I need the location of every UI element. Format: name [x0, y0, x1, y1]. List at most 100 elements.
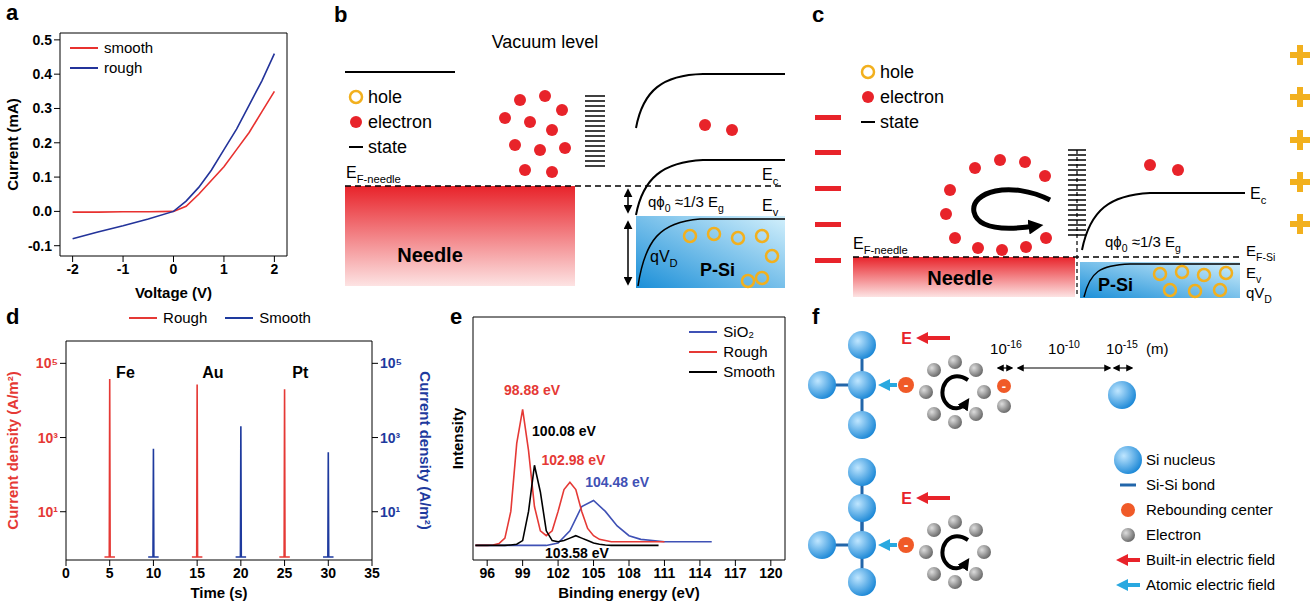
svg-text:e: e: [450, 304, 462, 329]
svg-text:Ev: Ev: [1246, 264, 1262, 285]
svg-text:2: 2: [270, 261, 278, 277]
svg-text:10¹: 10¹: [380, 504, 401, 520]
svg-text:35: 35: [364, 565, 380, 581]
svg-text:111: 111: [654, 565, 676, 581]
svg-text:Needle: Needle: [927, 267, 993, 289]
svg-text:10³: 10³: [380, 430, 401, 446]
svg-text:c: c: [812, 2, 824, 27]
svg-text:b: b: [334, 2, 347, 27]
svg-text:99: 99: [515, 565, 531, 581]
svg-text:Electron: Electron: [1146, 526, 1201, 543]
svg-text:electron: electron: [880, 87, 944, 107]
svg-text:-: -: [904, 537, 909, 553]
svg-text:Rebounding center: Rebounding center: [1146, 501, 1273, 518]
svg-text:96: 96: [479, 565, 495, 581]
svg-text:5: 5: [106, 565, 114, 581]
svg-text:-1: -1: [117, 261, 130, 277]
svg-text:Vacuum level: Vacuum level: [492, 32, 599, 52]
html-text:rough: rough: [104, 59, 143, 76]
svg-text:EF-Si: EF-Si: [1246, 242, 1275, 263]
svg-text:120: 120: [759, 565, 783, 581]
svg-text:EF-needle: EF-needle: [853, 235, 908, 256]
svg-text:20: 20: [233, 565, 249, 581]
svg-text:electron: electron: [368, 112, 432, 132]
svg-text:15: 15: [189, 565, 205, 581]
svg-text:Current density (A/m²): Current density (A/m²): [417, 371, 434, 529]
svg-text:0.4: 0.4: [33, 66, 53, 82]
svg-text:10-10: 10-10: [1048, 338, 1080, 357]
svg-text:10⁵: 10⁵: [36, 355, 58, 371]
svg-text:103.58 eV: 103.58 eV: [545, 545, 609, 561]
svg-text:Current (mA): Current (mA): [4, 98, 21, 191]
svg-text:10-15: 10-15: [1106, 338, 1138, 357]
svg-text:10¹: 10¹: [38, 504, 59, 520]
svg-text:25: 25: [277, 565, 293, 581]
svg-text:Intensity: Intensity: [449, 407, 466, 469]
svg-text:-: -: [1002, 379, 1006, 394]
svg-text:Ev: Ev: [762, 197, 779, 218]
html-text:Rough: Rough: [723, 343, 768, 360]
html-text:smooth: smooth: [104, 39, 154, 56]
svg-text:Binding energy (eV): Binding energy (eV): [558, 584, 700, 601]
svg-text:30: 30: [320, 565, 336, 581]
svg-text:Atomic electric field: Atomic electric field: [1146, 576, 1275, 593]
svg-text:0: 0: [62, 565, 70, 581]
svg-text:105: 105: [582, 565, 606, 581]
svg-text:E: E: [901, 490, 912, 507]
svg-text:EF-needle: EF-needle: [346, 164, 401, 185]
svg-text:Si nucleus: Si nucleus: [1146, 451, 1215, 468]
svg-text:10³: 10³: [38, 430, 59, 446]
svg-text:qϕ0 ≈1/3 Eg: qϕ0 ≈1/3 Eg: [1105, 233, 1181, 254]
svg-text:P-Si: P-Si: [700, 260, 735, 280]
svg-text:108: 108: [617, 565, 641, 581]
html-text:Rough: Rough: [163, 309, 208, 326]
svg-text:0.2: 0.2: [33, 135, 53, 151]
svg-text:-0.1: -0.1: [28, 238, 52, 254]
svg-text:10: 10: [146, 565, 162, 581]
svg-text:Built-in electric field: Built-in electric field: [1146, 551, 1275, 568]
svg-text:Voltage (V): Voltage (V): [135, 284, 212, 301]
svg-text:0.1: 0.1: [33, 169, 53, 185]
svg-text:117: 117: [724, 565, 747, 581]
svg-text:98.88 eV: 98.88 eV: [504, 382, 561, 398]
svg-text:(m): (m): [1146, 340, 1169, 357]
html-text:SiO₂: SiO₂: [723, 323, 755, 340]
svg-text:Fe: Fe: [116, 364, 135, 381]
svg-text:E: E: [901, 330, 912, 347]
svg-text:Time (s): Time (s): [190, 584, 247, 601]
svg-text:Ec: Ec: [1250, 185, 1267, 206]
svg-text:qVD: qVD: [650, 248, 678, 269]
svg-text:102: 102: [546, 565, 570, 581]
html-text:Smooth: Smooth: [259, 309, 311, 326]
svg-text:0: 0: [170, 261, 178, 277]
svg-text:Si-Si bond: Si-Si bond: [1146, 476, 1215, 493]
svg-text:100.08 eV: 100.08 eV: [532, 423, 596, 439]
svg-text:hole: hole: [368, 87, 402, 107]
svg-text:Needle: Needle: [397, 244, 463, 266]
svg-text:0.3: 0.3: [33, 100, 53, 116]
svg-text:a: a: [6, 0, 19, 25]
svg-text:104.48 eV: 104.48 eV: [585, 474, 649, 490]
svg-text:qVD: qVD: [1246, 284, 1272, 305]
svg-text:state: state: [368, 137, 407, 157]
svg-text:0.0: 0.0: [33, 203, 53, 219]
svg-text:10-16: 10-16: [990, 338, 1022, 357]
svg-text:Ec: Ec: [762, 166, 779, 187]
svg-text:qϕ0 ≈1/3 Eg: qϕ0 ≈1/3 Eg: [648, 193, 724, 214]
html-text:Smooth: Smooth: [723, 363, 775, 380]
svg-text:state: state: [880, 112, 919, 132]
svg-text:0.5: 0.5: [33, 32, 53, 48]
svg-text:hole: hole: [880, 62, 914, 82]
svg-text:Au: Au: [202, 364, 223, 381]
svg-text:102.98 eV: 102.98 eV: [542, 452, 606, 468]
svg-text:1: 1: [220, 261, 228, 277]
svg-text:d: d: [6, 304, 19, 329]
svg-text:114: 114: [689, 565, 712, 581]
svg-text:P-Si: P-Si: [1098, 275, 1133, 295]
svg-text:-2: -2: [66, 261, 79, 277]
svg-text:10⁵: 10⁵: [380, 355, 402, 371]
svg-text:-: -: [904, 377, 909, 393]
svg-text:Current density (A/m²): Current density (A/m²): [4, 371, 21, 529]
svg-text:Pt: Pt: [292, 364, 309, 381]
svg-text:f: f: [812, 304, 820, 329]
